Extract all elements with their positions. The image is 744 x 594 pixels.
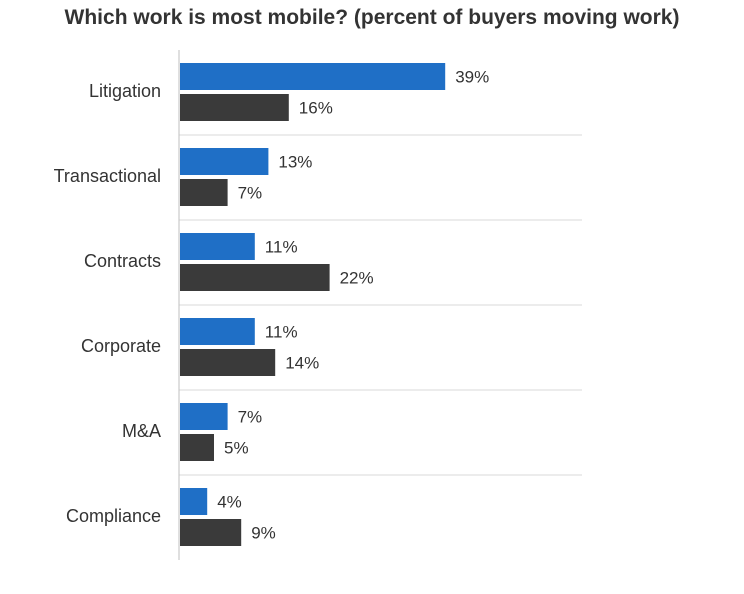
labels: Litigation 39% 16% Transactional 13% 7% Contra… (54, 68, 490, 543)
data-label: 13% (278, 153, 312, 172)
bar-blue (180, 233, 255, 260)
bar-blue (180, 318, 255, 345)
category-label: Compliance (66, 506, 161, 526)
data-label: 16% (299, 99, 333, 118)
data-label: 11% (265, 238, 298, 257)
category-label: Transactional (54, 166, 161, 186)
chart-title: Which work is most mobile? (percent of b… (64, 6, 680, 29)
bar-dark (180, 179, 228, 206)
data-label: 11% (265, 323, 298, 342)
bar-blue (180, 63, 446, 90)
bar-dark (180, 264, 330, 291)
bar-blue (180, 403, 228, 430)
bars (180, 63, 446, 546)
data-label: 7% (238, 408, 263, 427)
data-label: 14% (285, 354, 319, 373)
bar-dark (180, 519, 242, 546)
data-label: 39% (455, 68, 489, 87)
category-label: Contracts (84, 251, 161, 271)
category-label: Litigation (89, 81, 161, 101)
category-label: Corporate (81, 336, 161, 356)
category-label: M&A (122, 421, 161, 441)
data-label: 7% (238, 184, 263, 203)
bar-dark (180, 94, 289, 121)
bar-blue (180, 148, 269, 175)
gridlines (179, 134, 582, 476)
data-label: 22% (340, 269, 374, 288)
data-label: 4% (217, 493, 242, 512)
bar-dark (180, 349, 276, 376)
data-label: 9% (251, 524, 276, 543)
data-label: 5% (224, 439, 249, 458)
bar-blue (180, 488, 208, 515)
bar-dark (180, 434, 214, 461)
